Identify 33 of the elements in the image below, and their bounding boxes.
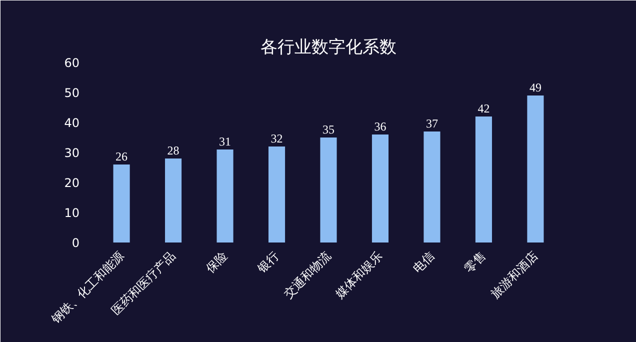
bar [113, 164, 130, 242]
data-label: 28 [167, 144, 180, 158]
bar [527, 96, 544, 242]
x-tick-label: 旅游和酒店 [488, 248, 540, 301]
x-tick-label: 零售 [462, 248, 489, 276]
data-label: 31 [219, 134, 232, 148]
bar [268, 146, 286, 242]
y-tick-label: 40 [64, 116, 80, 130]
data-label: 26 [116, 150, 128, 164]
y-tick-label: 60 [64, 56, 80, 70]
bar [475, 116, 492, 242]
y-tick-label: 20 [64, 176, 80, 190]
y-tick-label: 10 [64, 206, 80, 220]
x-tick-label: 保险 [203, 248, 230, 276]
data-label: 32 [270, 132, 283, 146]
x-tick-label: 交通和物流 [281, 248, 334, 301]
bar [372, 134, 389, 242]
x-tick-label: 银行 [254, 248, 282, 276]
x-tick-label: 电信 [410, 248, 437, 276]
bar [216, 150, 234, 242]
chart-title: 各行业数字化系数 [260, 38, 396, 58]
x-tick-label: 媒体和娱乐 [332, 248, 386, 301]
bar [424, 132, 440, 242]
bar [165, 158, 182, 242]
y-tick-label: 50 [64, 86, 80, 100]
data-label: 37 [426, 116, 438, 130]
data-label: 35 [322, 122, 334, 136]
data-label: 49 [529, 80, 542, 94]
bar [320, 138, 337, 242]
data-label: 36 [374, 120, 386, 134]
y-tick-label: 30 [64, 146, 80, 160]
data-label: 42 [478, 102, 490, 116]
y-tick-label: 0 [72, 236, 80, 250]
